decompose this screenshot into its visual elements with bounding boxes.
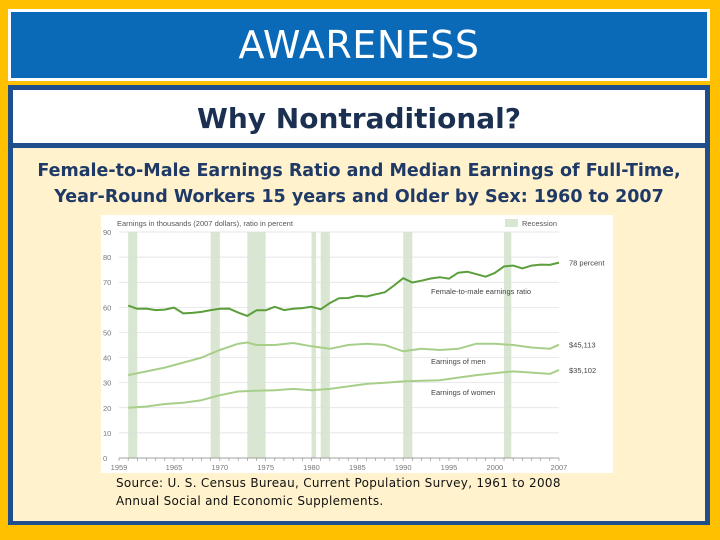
x-tick-label-2000: 2000 xyxy=(486,463,503,472)
series-end-label-female-to-male-earnings-ratio: 78 percent xyxy=(569,259,605,268)
x-tick-label-1990: 1990 xyxy=(395,463,412,472)
y-tick-label-70: 70 xyxy=(103,278,111,287)
chart-heading: Female-to-Male Earnings Ratio and Median… xyxy=(13,158,705,210)
series-lines xyxy=(127,261,560,409)
series-labels: Female-to-male earnings ratio 78 percent E… xyxy=(431,259,605,397)
recession-band-1 xyxy=(210,232,220,458)
x-tick-label-1980: 1980 xyxy=(303,463,320,472)
legend-label-recession: Recession xyxy=(522,219,557,228)
earnings-chart: 0 10 20 30 40 50 60 70 80 90 1959 1965 1970 1975 1980… xyxy=(101,215,613,473)
chart-heading-line-2: Year-Round Workers 15 years and Older by… xyxy=(54,187,664,207)
x-tick-label-2007: 2007 xyxy=(551,463,568,472)
subtitle-box: Why Nontraditional? xyxy=(13,90,705,143)
slide-title: AWARENESS xyxy=(238,23,480,67)
x-axis: 1959 1965 1970 1975 1980 1985 1990 1995 2000 2007 xyxy=(111,457,568,472)
x-tick-label-1965: 1965 xyxy=(166,463,183,472)
legend-swatch-recession xyxy=(505,219,518,227)
recession-band-3 xyxy=(311,232,317,458)
title-bar: AWARENESS xyxy=(8,9,710,81)
series-name-earnings-of-women: Earnings of women xyxy=(431,388,495,397)
series-name-earnings-of-men: Earnings of men xyxy=(431,357,486,366)
chart-heading-line-1: Female-to-Male Earnings Ratio and Median… xyxy=(37,161,681,181)
source-line-2: Annual Social and Economic Supplements. xyxy=(116,494,384,508)
x-tick-label-1959: 1959 xyxy=(111,463,128,472)
series-end-label-earnings-of-women: $35,102 xyxy=(569,366,596,375)
series-line-earnings-of-men xyxy=(128,341,560,377)
x-tick-label-1970: 1970 xyxy=(211,463,228,472)
series-name-female-to-male-earnings-ratio: Female-to-male earnings ratio xyxy=(431,287,531,296)
x-tick-label-1975: 1975 xyxy=(257,463,274,472)
recession-band-0 xyxy=(128,232,138,458)
recession-band-5 xyxy=(403,232,413,458)
source-line-1: Source: U. S. Census Bureau, Current Pop… xyxy=(116,476,561,490)
series-end-label-earnings-of-men: $45,113 xyxy=(569,341,596,350)
y-tick-labels: 0 10 20 30 40 50 60 70 80 90 xyxy=(103,228,111,463)
y-tick-label-40: 40 xyxy=(103,354,111,363)
x-tick-label-1985: 1985 xyxy=(349,463,366,472)
y-tick-label-20: 20 xyxy=(103,404,111,413)
series-line-female-to-male-earnings-ratio xyxy=(127,261,560,317)
slide-subtitle: Why Nontraditional? xyxy=(196,102,522,135)
y-tick-label-80: 80 xyxy=(103,253,111,262)
y-tick-label-60: 60 xyxy=(103,303,111,312)
source-note: Source: U. S. Census Bureau, Current Pop… xyxy=(116,474,561,510)
series-line-earnings-of-women xyxy=(128,368,560,409)
y-tick-label-90: 90 xyxy=(103,228,111,237)
y-axis-label: Earnings in thousands (2007 dollars), ra… xyxy=(117,219,294,228)
y-tick-label-10: 10 xyxy=(103,429,111,438)
x-tick-label-1995: 1995 xyxy=(441,463,458,472)
y-tick-label-0: 0 xyxy=(103,454,107,463)
y-tick-label-50: 50 xyxy=(103,328,111,337)
recession-band-4 xyxy=(320,232,330,458)
y-tick-label-30: 30 xyxy=(103,379,111,388)
